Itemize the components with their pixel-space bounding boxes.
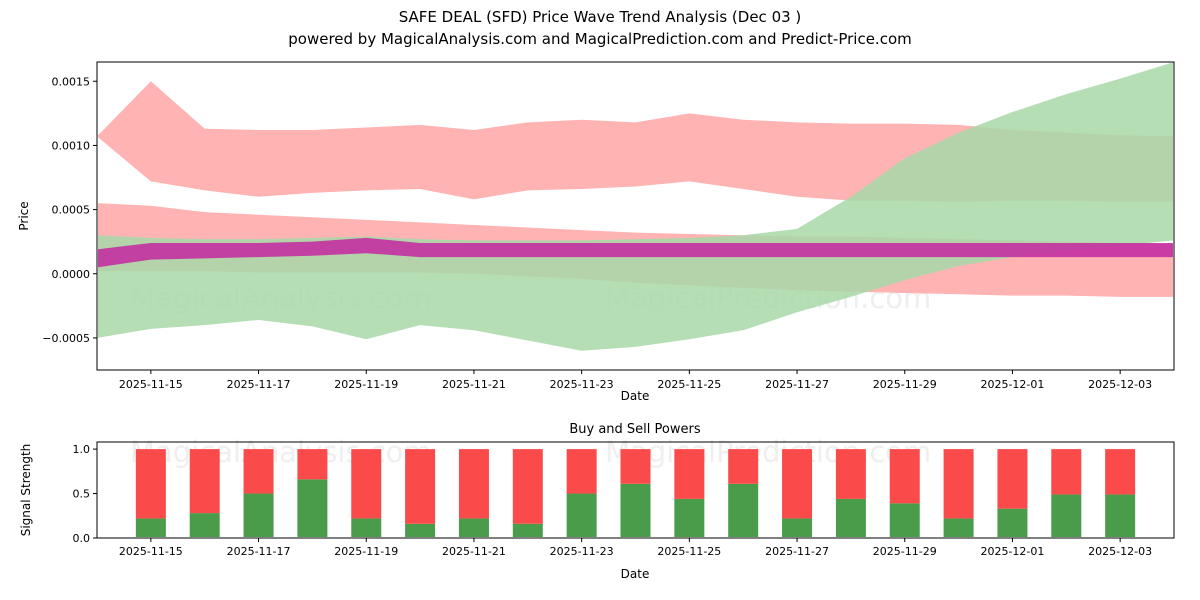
price-x-axis-ticks: 2025-11-15 2025-11-17 2025-11-19 2025-11-21…	[119, 370, 1152, 391]
buy-power-bar	[1105, 494, 1135, 538]
buy-power-bar	[297, 479, 327, 538]
sell-power-bar	[836, 449, 866, 499]
sell-power-bar	[674, 449, 704, 499]
y-tick-label: 0.0010	[52, 139, 91, 152]
sell-power-bar	[513, 449, 543, 524]
x-tick-label: 2025-11-19	[334, 378, 398, 391]
x-tick-label: 2025-12-01	[980, 545, 1044, 558]
price-x-axis-label: Date	[621, 389, 650, 403]
sell-power-bar	[244, 449, 274, 493]
y-tick-label: −0.0005	[42, 332, 90, 345]
watermark-text: MagicalPrediction.com	[605, 435, 931, 469]
sell-power-bar	[405, 449, 435, 524]
x-tick-label: 2025-11-23	[550, 545, 614, 558]
sell-power-bar	[567, 449, 597, 493]
power-x-axis-ticks: 2025-11-15 2025-11-17 2025-11-19 2025-11-21…	[119, 538, 1152, 558]
chart-page: SAFE DEAL (SFD) Price Wave Trend Analysi…	[0, 0, 1200, 600]
buy-power-bar	[890, 503, 920, 538]
buy-power-bar	[997, 509, 1027, 538]
buy-power-bar	[405, 524, 435, 538]
buy-power-bar	[674, 499, 704, 538]
sell-power-bar	[297, 449, 327, 479]
x-tick-label: 2025-11-15	[119, 545, 183, 558]
power-chart-title: Buy and Sell Powers	[569, 422, 700, 437]
buy-power-bar	[621, 484, 651, 538]
buy-power-bar	[513, 524, 543, 538]
y-tick-label: 0.0000	[52, 268, 91, 281]
y-tick-label: 1.0	[73, 443, 91, 456]
x-tick-label: 2025-11-21	[442, 378, 506, 391]
x-tick-label: 2025-12-01	[980, 378, 1044, 391]
buy-power-bar	[567, 494, 597, 538]
sell-power-bar	[459, 449, 489, 518]
price-chart-panel: −0.0005 0.0000 0.0005 0.0010 0.0015 2025-11-…	[17, 62, 1174, 403]
sell-power-bar	[782, 449, 812, 518]
buy-power-bar	[459, 518, 489, 538]
buy-power-bar	[836, 499, 866, 538]
price-y-axis-ticks: −0.0005 0.0000 0.0005 0.0010 0.0015	[42, 75, 97, 345]
x-tick-label: 2025-11-17	[227, 378, 291, 391]
buy-power-bar	[136, 518, 166, 538]
power-y-axis-label: Signal Strength	[19, 444, 33, 537]
sell-power-bar	[944, 449, 974, 518]
price-bands	[97, 62, 1174, 351]
x-tick-label: 2025-11-21	[442, 545, 506, 558]
y-tick-label: 0.0005	[52, 204, 91, 217]
chart-canvas: MagicalAnalysis.com MagicalPrediction.co…	[0, 0, 1200, 600]
buy-power-bar	[782, 518, 812, 538]
x-tick-label: 2025-12-03	[1088, 378, 1152, 391]
x-tick-label: 2025-12-03	[1088, 545, 1152, 558]
x-tick-label: 2025-11-23	[550, 378, 614, 391]
x-tick-label: 2025-11-27	[765, 378, 829, 391]
x-tick-label: 2025-11-25	[657, 378, 721, 391]
buy-power-bar	[944, 518, 974, 538]
power-y-axis-ticks: 0.0 0.5 1.0	[73, 443, 98, 545]
x-tick-label: 2025-11-29	[873, 545, 937, 558]
sell-power-bar	[621, 449, 651, 484]
sell-power-bar	[1051, 449, 1081, 494]
sell-power-bar	[728, 449, 758, 484]
buy-power-bar	[351, 518, 381, 538]
y-tick-label: 0.0015	[52, 75, 91, 88]
y-tick-label: 0.0	[73, 532, 91, 545]
sell-power-bar	[351, 449, 381, 518]
x-tick-label: 2025-11-17	[227, 545, 291, 558]
buy-power-bar	[244, 494, 274, 538]
sell-power-bar	[136, 449, 166, 518]
buy-power-bar	[728, 484, 758, 538]
power-x-axis-label: Date	[621, 567, 650, 581]
band-green	[97, 62, 1174, 351]
sell-power-bar	[997, 449, 1027, 509]
x-tick-label: 2025-11-25	[657, 545, 721, 558]
y-tick-label: 0.5	[73, 488, 91, 501]
buy-power-bar	[1051, 494, 1081, 538]
x-tick-label: 2025-11-15	[119, 378, 183, 391]
watermark-text: MagicalAnalysis.com	[130, 435, 432, 469]
sell-power-bar	[1105, 449, 1135, 494]
x-tick-label: 2025-11-19	[334, 545, 398, 558]
sell-power-bar	[190, 449, 220, 513]
sell-power-bar	[890, 449, 920, 503]
buy-power-bar	[190, 513, 220, 538]
price-y-axis-label: Price	[17, 201, 31, 230]
x-tick-label: 2025-11-29	[873, 378, 937, 391]
x-tick-label: 2025-11-27	[765, 545, 829, 558]
